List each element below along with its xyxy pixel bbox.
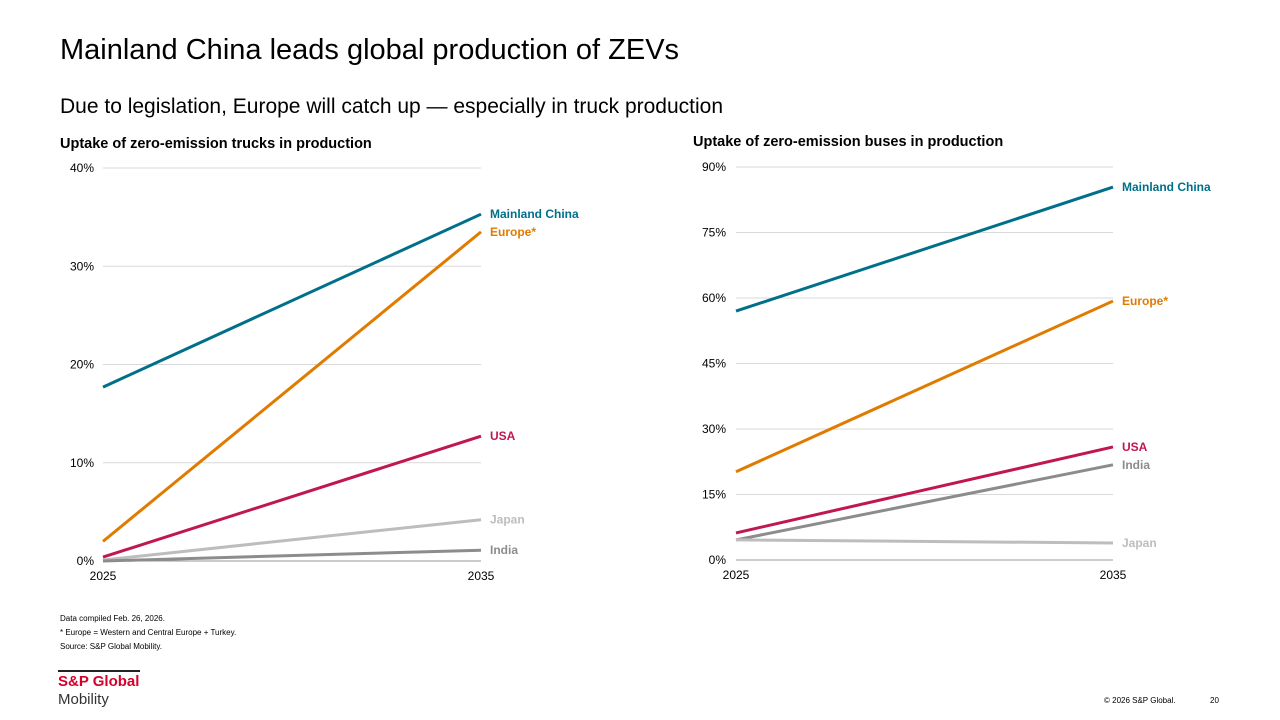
logo-mobility: Mobility xyxy=(58,691,109,708)
logo-sp-global: S&P Global xyxy=(58,673,140,690)
buses-label-mainland-china: Mainland China xyxy=(1122,180,1211,194)
trucks-line-india xyxy=(102,548,482,563)
trucks-y-tick-label: 40% xyxy=(70,161,94,175)
footnote-source: Source: S&P Global Mobility. xyxy=(60,642,162,651)
buses-line-usa xyxy=(735,445,1114,535)
buses-y-tick-label: 75% xyxy=(702,226,726,240)
slide-title: Mainland China leads global production o… xyxy=(60,34,680,66)
trucks-label-india: India xyxy=(490,543,518,557)
buses-label-europe: Europe* xyxy=(1122,294,1168,308)
footnote-date: Data compiled Feb. 26, 2026. xyxy=(60,614,165,623)
footnote-europe: * Europe = Western and Central Europe + … xyxy=(60,628,237,637)
logo-rule xyxy=(58,670,140,672)
trucks-line-japan xyxy=(102,518,482,562)
page-number: 20 xyxy=(1210,696,1219,705)
buses-line-india xyxy=(735,463,1114,542)
buses-x-tick-label: 2035 xyxy=(1100,568,1127,582)
buses-line-europe xyxy=(735,299,1114,474)
trucks-y-tick-label: 30% xyxy=(70,259,94,273)
buses-y-tick-label: 0% xyxy=(709,553,727,567)
buses-y-tick-label: 90% xyxy=(702,160,726,174)
trucks-label-mainland-china: Mainland China xyxy=(490,207,579,221)
trucks-label-usa: USA xyxy=(490,429,516,443)
trucks-line-europe xyxy=(102,230,482,543)
buses-y-tick-label: 30% xyxy=(702,422,726,436)
copyright: © 2026 S&P Global. xyxy=(1104,696,1176,705)
buses-y-tick-label: 60% xyxy=(702,291,726,305)
trucks-x-tick-label: 2025 xyxy=(90,569,117,583)
buses-y-tick-label: 15% xyxy=(702,488,726,502)
buses-x-tick-label: 2025 xyxy=(723,568,750,582)
buses-y-tick-label: 45% xyxy=(702,357,726,371)
trucks-label-europe: Europe* xyxy=(490,225,536,239)
buses-label-japan: Japan xyxy=(1122,536,1157,550)
trucks-line-mainland-china xyxy=(102,212,482,389)
buses-label-india: India xyxy=(1122,458,1150,472)
buses-label-usa: USA xyxy=(1122,440,1148,454)
slide-subtitle: Due to legislation, Europe will catch up… xyxy=(60,95,724,118)
trucks-label-japan: Japan xyxy=(490,513,525,527)
buses-chart-title: Uptake of zero-emission buses in product… xyxy=(693,134,1004,150)
trucks-y-tick-label: 10% xyxy=(70,456,94,470)
trucks-x-tick-label: 2035 xyxy=(468,569,495,583)
trucks-y-tick-label: 0% xyxy=(77,554,95,568)
buses-line-mainland-china xyxy=(735,185,1114,313)
trucks-line-usa xyxy=(102,434,482,559)
trucks-y-tick-label: 20% xyxy=(70,358,94,372)
trucks-chart-title: Uptake of zero-emission trucks in produc… xyxy=(60,136,372,152)
buses-line-japan xyxy=(735,538,1114,545)
